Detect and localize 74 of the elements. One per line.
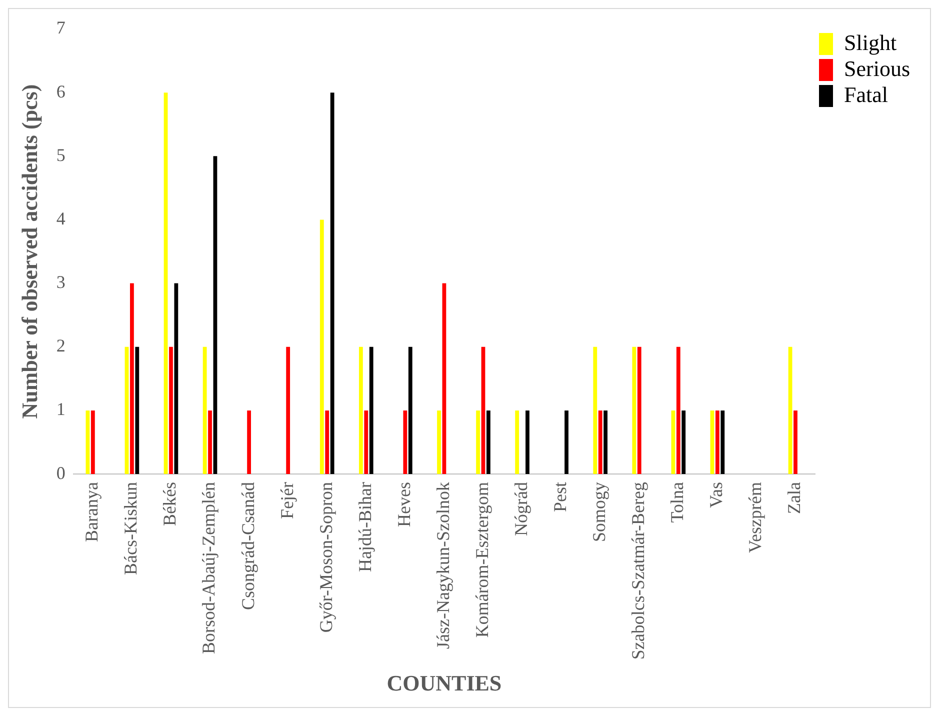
bar	[671, 410, 676, 474]
bar	[169, 346, 173, 474]
bar	[794, 410, 798, 474]
y-tick-label: 3	[56, 272, 66, 292]
legend-label: Fatal	[844, 82, 888, 107]
x-tick-label: Komárom-Esztergom	[472, 482, 492, 638]
bar	[174, 283, 178, 474]
x-tick-label: Heves	[394, 482, 414, 528]
bar	[564, 410, 568, 474]
bar	[676, 346, 680, 474]
bar	[598, 410, 602, 474]
bar	[408, 346, 412, 474]
bar	[358, 346, 363, 474]
bar	[442, 283, 446, 474]
bar	[437, 410, 441, 474]
y-tick-label: 7	[56, 18, 66, 38]
x-tick-label: Baranya	[82, 482, 102, 542]
x-tick-label: Győr-Moson-Sopron	[316, 482, 336, 633]
y-tick-label: 1	[56, 399, 66, 420]
x-tick-label: Zala	[784, 482, 804, 514]
x-tick-label: Nógrád	[511, 482, 531, 536]
bar	[593, 346, 598, 474]
bar	[788, 346, 792, 474]
bar	[720, 410, 725, 474]
x-tick-label: Fejér	[276, 482, 297, 520]
bar	[164, 92, 168, 474]
bar	[682, 410, 686, 474]
bar	[476, 410, 480, 474]
bar	[320, 220, 324, 474]
bar	[369, 346, 374, 474]
legend-label: Serious	[844, 56, 910, 81]
bar	[526, 410, 530, 474]
bar	[202, 346, 207, 474]
bar	[403, 410, 408, 474]
bar	[90, 410, 95, 474]
x-tick-label: Veszprém	[745, 482, 766, 554]
bar	[515, 410, 520, 474]
bar	[364, 410, 368, 474]
x-tick-label: Szabolcs-Szatmár-Bereg	[628, 482, 648, 660]
y-tick-label: 2	[56, 336, 66, 356]
bar	[486, 410, 490, 474]
x-tick-label: Vas	[706, 482, 726, 508]
bar	[213, 156, 218, 474]
bar	[715, 410, 720, 474]
bar	[208, 410, 212, 474]
legend-label: Slight	[844, 30, 897, 55]
y-tick-label: 0	[56, 462, 66, 483]
x-tick-label: Bács-Kiskun	[120, 482, 141, 576]
bar	[325, 410, 330, 474]
x-tick-label: Csongrád-Csanád	[238, 482, 258, 610]
bar	[135, 346, 140, 474]
bar	[124, 346, 129, 474]
bar	[637, 346, 642, 474]
x-tick-label: Somogy	[589, 482, 610, 542]
bar	[632, 346, 636, 474]
bar	[130, 283, 134, 474]
y-tick-label: 4	[56, 208, 66, 228]
x-tick-label: Tolna	[667, 482, 688, 523]
bar	[247, 410, 251, 474]
bar	[86, 410, 90, 474]
x-tick-label: Jász-Nagykun-Szolnok	[432, 482, 453, 650]
bar	[604, 410, 608, 474]
y-tick-label: 5	[56, 144, 66, 165]
x-tick-label: Hajdú-Bihar	[354, 482, 375, 572]
bar	[481, 346, 486, 474]
bar	[710, 410, 714, 474]
y-axis-title: Number of observed accidents (pcs)	[16, 84, 42, 419]
bar	[286, 346, 290, 474]
x-tick-label: Pest	[550, 482, 570, 512]
x-axis-title: COUNTIES	[386, 670, 502, 696]
y-tick-label: 6	[56, 81, 66, 102]
x-tick-label: Békés	[160, 482, 180, 526]
bar	[330, 92, 334, 474]
x-tick-label: Borsod-Abaúj-Zemplén	[198, 482, 219, 654]
